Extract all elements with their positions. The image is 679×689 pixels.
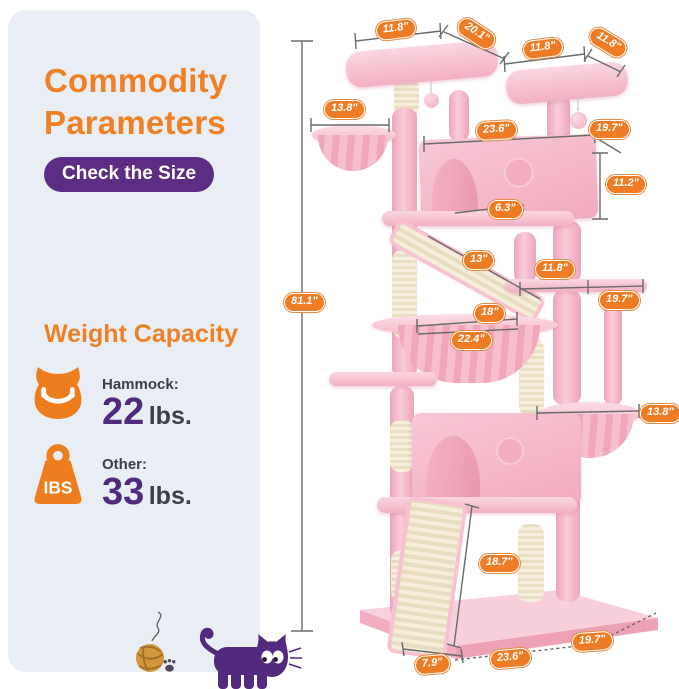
dimension-pill-top-right-platform-depth: 11.8" [586, 24, 630, 61]
yarn-ball-icon [136, 611, 164, 672]
hammock-capacity-label: Hammock: [102, 376, 179, 393]
dimension-pill-right-basket-diameter: 13.8" [640, 404, 679, 423]
sisal-post [518, 524, 544, 602]
paw-print-icon [163, 658, 176, 672]
other-capacity-value: 33 [102, 471, 145, 513]
dimension-pill-scratching-ramp-length: 18.7" [479, 554, 520, 573]
info-panel: Commodity Parameters Check the Size Weig… [8, 10, 260, 672]
dimension-pill-top-right-platform-width: 11.8" [522, 36, 564, 61]
pompom-toy [424, 93, 439, 108]
dimension-pill-base-depth: 19.7" [571, 630, 614, 653]
kettlebell-icon-text: IBS [44, 477, 73, 497]
dimension-pill-upper-condo-height: 11.2" [606, 175, 646, 194]
cat-face-hammock-icon [32, 364, 84, 422]
kettlebell-ibs-icon: IBS [30, 444, 86, 508]
left-small-platform [329, 372, 437, 386]
dimension-pill-hammock-inner-width: 18" [474, 304, 506, 323]
other-capacity-label: Other: [102, 456, 147, 473]
dimension-pill-base-width: 23.6" [489, 647, 532, 670]
dimension-pill-upper-condo-width: 23.6" [475, 119, 518, 141]
dimension-pill-mid-platform-width: 11.8" [535, 260, 575, 279]
dimension-pill-upper-ramp-length: 13" [463, 251, 495, 270]
upper-ledge [382, 211, 574, 226]
pink-post [553, 290, 581, 405]
weight-capacity-heading: Weight Capacity [44, 320, 239, 348]
dimension-pill-scratching-ramp-width: 7.9" [414, 653, 451, 676]
lower-condo-arch-opening [426, 436, 480, 505]
purple-cat-icon [199, 627, 302, 689]
pink-post [604, 291, 622, 406]
sisal-post [390, 420, 414, 472]
other-capacity-unit: lbs. [148, 482, 192, 510]
dimension-pill-left-basket-diameter: 13.8" [324, 100, 365, 119]
upper-condo-window [503, 157, 535, 189]
dimension-pill-total-height: 81.1" [284, 293, 325, 312]
other-capacity-value-row: 33 lbs. [102, 471, 192, 513]
left-basket [318, 135, 388, 171]
pink-post [514, 232, 536, 284]
hammock-capacity-value-row: 22 lbs. [102, 391, 192, 433]
dimension-pill-upper-ledge-depth: 6.3" [488, 200, 523, 219]
dimension-pill-mid-platform-depth: 19.7" [599, 291, 640, 310]
hammock-capacity-value: 22 [102, 391, 145, 433]
top-left-platform [344, 39, 500, 89]
dimension-pill-top-left-platform-width: 11.8" [375, 17, 417, 42]
dimension-pill-upper-condo-depth: 19.7" [589, 120, 630, 139]
title-line-1: Commodity [44, 62, 228, 99]
top-right-platform [504, 60, 630, 106]
page-title: Commodity Parameters [44, 60, 227, 144]
lower-condo-window [496, 437, 524, 465]
title-line-2: Parameters [44, 104, 226, 141]
check-the-size-badge: Check the Size [44, 157, 215, 192]
pompom-toy [570, 112, 587, 129]
total-height-line [291, 40, 313, 632]
dimension-pill-hammock-outer-width: 22.4" [451, 331, 492, 350]
lower-condo [412, 413, 581, 505]
pink-post [449, 90, 469, 142]
hammock-capacity-unit: lbs. [148, 402, 192, 430]
